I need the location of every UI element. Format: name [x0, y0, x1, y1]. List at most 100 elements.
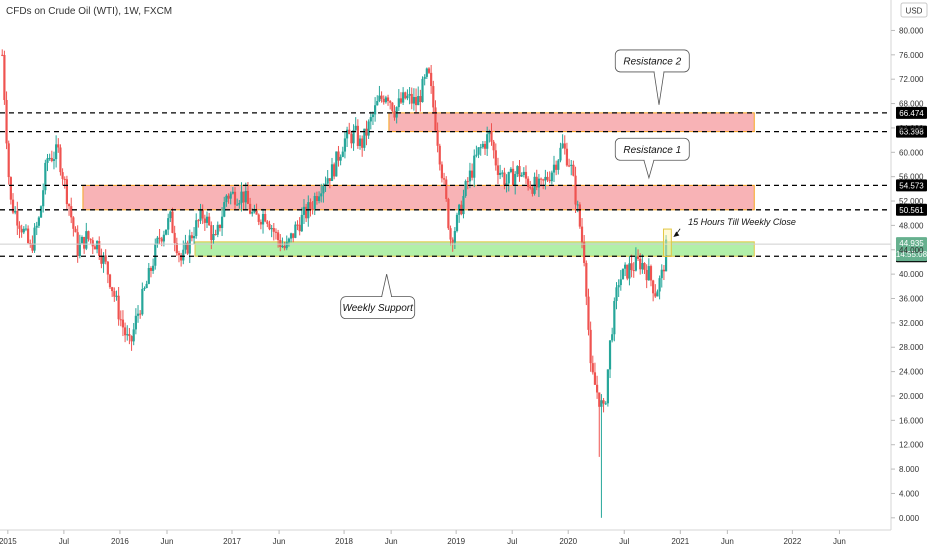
- candle-body: [514, 173, 517, 186]
- callout-label: Resistance 1: [623, 145, 681, 156]
- candle-body: [404, 92, 407, 99]
- candle-body: [645, 269, 648, 281]
- candle-body: [270, 228, 273, 230]
- candle-body: [430, 72, 433, 87]
- candle-body: [488, 130, 491, 135]
- candle-body: [643, 263, 646, 270]
- y-tick-label: 28.000: [899, 343, 924, 352]
- candle-body: [31, 244, 34, 251]
- candle-body: [591, 363, 594, 373]
- candle-body: [298, 224, 301, 232]
- candle-body: [557, 160, 560, 170]
- candle-body: [246, 190, 250, 204]
- y-tick-label: 76.000: [899, 51, 924, 60]
- candle-body: [369, 117, 372, 122]
- candle-body: [462, 195, 465, 215]
- currency-badge[interactable]: [900, 2, 928, 18]
- candle-body: [636, 256, 640, 259]
- candle-body: [210, 225, 213, 241]
- callout-2: Weekly Support: [340, 274, 416, 320]
- candle-body: [320, 193, 323, 197]
- candle-body: [481, 143, 484, 148]
- resistance-zone-0: [388, 112, 755, 133]
- x-tick-label: 2020: [559, 537, 577, 546]
- candle-body: [382, 98, 385, 103]
- y-tick-label: 16.000: [899, 416, 924, 425]
- y-tick-label: 44.000: [899, 246, 924, 255]
- x-tick-label: Jul: [619, 537, 629, 546]
- candle-body: [93, 246, 97, 250]
- candle-body: [486, 134, 489, 149]
- x-tick-label: 2016: [111, 537, 129, 546]
- candle-body: [218, 224, 222, 229]
- candle-body: [531, 188, 534, 194]
- candle-body: [550, 172, 553, 182]
- candle-body: [160, 238, 163, 242]
- candle-body: [233, 191, 237, 205]
- callout-pointer: [643, 160, 655, 180]
- candle-body: [236, 204, 239, 206]
- candle-body: [479, 147, 482, 149]
- candle-body: [384, 97, 387, 103]
- candle-body: [380, 95, 383, 99]
- candle-body: [42, 190, 45, 207]
- candle-body: [507, 171, 510, 184]
- callout-pointer: [381, 274, 393, 297]
- candle-body: [552, 164, 556, 173]
- candle-body: [255, 210, 258, 215]
- candle-body: [231, 191, 234, 194]
- candle-body: [16, 210, 19, 226]
- candle-body: [214, 234, 217, 236]
- candle-body: [212, 234, 215, 241]
- candle-body: [518, 166, 521, 177]
- y-tick-label: 72.000: [899, 75, 924, 84]
- candle-body: [537, 178, 541, 188]
- candle-body: [91, 240, 94, 247]
- candle-body: [419, 96, 422, 103]
- y-tick-label: 48.000: [899, 221, 924, 230]
- candle-body: [59, 147, 62, 173]
- y-tick-label: 4.000: [899, 489, 920, 498]
- candle-body: [542, 179, 545, 181]
- candle-body: [65, 179, 69, 205]
- candle-body: [305, 206, 308, 219]
- candle-body: [167, 218, 170, 230]
- candle-body: [136, 313, 140, 316]
- candle-body: [186, 242, 189, 254]
- candle-body: [156, 237, 159, 245]
- candle-body: [613, 301, 616, 335]
- candle-body: [632, 270, 635, 272]
- y-tick-label: 24.000: [899, 368, 924, 377]
- candle-body: [358, 138, 362, 146]
- candle-body: [3, 55, 6, 100]
- candle-body: [339, 156, 342, 161]
- candle-body: [274, 231, 278, 233]
- candle-body: [257, 214, 260, 222]
- candle-body: [154, 244, 157, 266]
- candle-body: [121, 319, 125, 328]
- candle-body: [9, 177, 12, 200]
- candle-body: [175, 242, 178, 254]
- y-tick-label: 60.000: [899, 148, 924, 157]
- candle-body: [46, 158, 49, 163]
- candle-body: [630, 263, 633, 271]
- candle-body: [639, 258, 642, 270]
- candle-body: [606, 369, 609, 404]
- candle-body: [177, 253, 181, 256]
- candle-body: [511, 168, 515, 186]
- callout-box: [340, 296, 416, 320]
- x-tick-label: 2019: [447, 537, 465, 546]
- candle-body: [406, 95, 409, 99]
- candle-body: [108, 274, 112, 288]
- candle-body: [85, 231, 88, 249]
- candle-body: [119, 319, 122, 321]
- candle-body: [621, 268, 625, 280]
- candle-body: [604, 403, 607, 405]
- y-tick-label: 8.000: [899, 465, 920, 474]
- candle-body: [208, 216, 211, 226]
- candle-body: [440, 164, 444, 179]
- candle-body: [180, 255, 183, 261]
- candle-body: [572, 164, 575, 176]
